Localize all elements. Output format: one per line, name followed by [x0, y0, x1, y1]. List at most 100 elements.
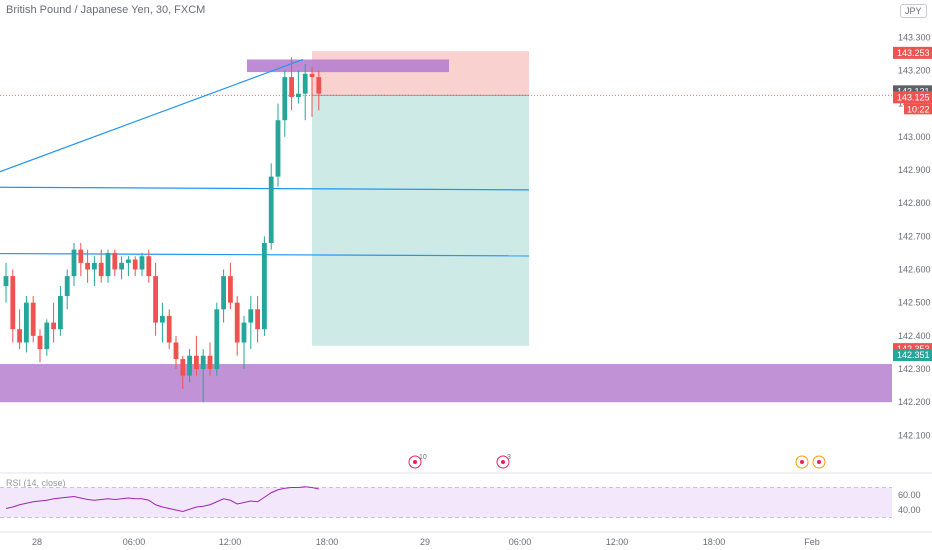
- candle-body: [166, 315, 172, 343]
- candle-body: [173, 342, 179, 360]
- time-tick-label: Feb: [804, 537, 820, 547]
- price-tick-label: 142.300: [898, 364, 931, 374]
- time-axis: 28 06:00 12:00 18:00 29 06:00 12:00 18:00 Feb: [0, 531, 932, 547]
- candle-body: [255, 309, 260, 330]
- candle-body: [64, 276, 70, 297]
- resistance-zone: [247, 59, 449, 73]
- candle-body: [98, 262, 104, 277]
- currency-badge[interactable]: JPY: [900, 4, 927, 18]
- price-axis: 143.300143.200143.100143.000142.900142.8…: [893, 32, 932, 440]
- rsi-tick-label: 40.00: [898, 505, 921, 515]
- rsi-label: RSI (14, close): [6, 478, 66, 488]
- candle-body: [207, 355, 213, 370]
- candle-body: [302, 73, 308, 94]
- candle-body: [194, 355, 199, 370]
- rsi-tick-label: 60.00: [898, 490, 921, 500]
- price-tick-label: 142.900: [898, 165, 931, 175]
- rising-trendline: [0, 58, 304, 173]
- candle-body: [105, 252, 111, 277]
- rsi-band: [0, 487, 892, 518]
- countdown-label: 10:22: [907, 104, 930, 114]
- price-tick-label: 142.100: [898, 430, 931, 440]
- candle-body: [71, 249, 77, 277]
- event-count: 10: [419, 454, 427, 461]
- candle-body: [92, 262, 97, 270]
- symbol-title: British Pound / Japanese Yen, 30, FXCM: [6, 4, 206, 16]
- candle-body: [309, 73, 315, 78]
- price-tick-label: 143.300: [898, 32, 931, 42]
- rsi-line: [5, 486, 319, 513]
- price-tick-label: 142.600: [898, 264, 931, 274]
- countdown-bg: [904, 103, 932, 115]
- candle-body: [3, 276, 9, 287]
- support-zone: [0, 364, 892, 403]
- candle-body: [289, 77, 294, 97]
- event-marker-dot: [413, 460, 417, 464]
- candle-body: [275, 120, 281, 177]
- candle-body: [51, 322, 56, 330]
- events-layer: 10 3: [408, 454, 826, 469]
- event-marker-dot: [501, 460, 505, 464]
- candle-body: [24, 302, 29, 343]
- candle-body: [180, 359, 186, 376]
- candle-body: [262, 242, 267, 330]
- event-marker-dot: [817, 460, 821, 464]
- take-profit-zone: [312, 95, 529, 346]
- candle-body: [146, 256, 152, 277]
- candle-body: [241, 322, 247, 343]
- rsi-pane: 60.00 40.00: [0, 472, 932, 518]
- candles-layer: [3, 57, 322, 403]
- lower-green-price-label: 142.351: [897, 350, 930, 360]
- candle-body: [139, 256, 145, 270]
- price-tick-label: 143.200: [898, 65, 931, 75]
- candle-body: [44, 322, 50, 350]
- candle-body: [248, 309, 254, 323]
- price-tick-label: 142.800: [898, 198, 931, 208]
- time-tick-label: 06:00: [509, 537, 532, 547]
- candle-body: [10, 276, 16, 330]
- candle-body: [187, 355, 192, 376]
- candle-body: [78, 249, 84, 263]
- price-tick-label: 142.500: [898, 298, 931, 308]
- upper-price-label-bg: [893, 46, 932, 59]
- time-tick-label: 18:00: [316, 537, 339, 547]
- candle-body: [160, 315, 165, 323]
- time-tick-label: 28: [32, 537, 42, 547]
- upper-price-label: 143.253: [897, 48, 930, 58]
- candle-body: [85, 262, 90, 270]
- event-marker-dot: [800, 460, 804, 464]
- candle-body: [214, 309, 220, 370]
- candle-body: [153, 276, 158, 323]
- candle-body: [17, 329, 22, 343]
- time-tick-label: 18:00: [703, 537, 726, 547]
- candle-body: [282, 77, 288, 121]
- candle-body: [58, 296, 63, 330]
- last-price-label: 143.125: [897, 92, 930, 102]
- last-price-label-bg: [893, 91, 932, 104]
- stop-loss-zone: [312, 51, 529, 96]
- candle-body: [112, 252, 118, 270]
- event-count: 3: [507, 454, 511, 461]
- candle-body: [221, 276, 226, 310]
- candle-body: [316, 77, 322, 94]
- time-tick-label: 29: [420, 537, 430, 547]
- candle-body: [200, 355, 206, 370]
- candle-body: [126, 259, 131, 263]
- candle-body: [132, 259, 138, 270]
- price-tick-label: 142.700: [898, 231, 931, 241]
- lower-green-price-label-bg: [893, 349, 932, 362]
- candle-body: [119, 262, 124, 270]
- price-tick-label: 143.000: [898, 132, 931, 142]
- candle-body: [37, 335, 43, 350]
- time-tick-label: 12:00: [219, 537, 242, 547]
- price-tick-label: 142.400: [898, 331, 931, 341]
- candle-body: [30, 302, 36, 336]
- zones-layer: [0, 51, 892, 403]
- candle-body: [268, 176, 274, 243]
- candle-body: [234, 302, 240, 343]
- time-tick-label: 12:00: [606, 537, 629, 547]
- candle-body: [228, 276, 233, 303]
- time-tick-label: 06:00: [123, 537, 146, 547]
- candle-body: [296, 93, 301, 97]
